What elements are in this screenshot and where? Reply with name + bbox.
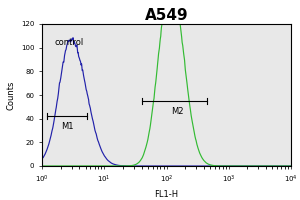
- Title: A549: A549: [145, 8, 188, 23]
- Text: M2: M2: [171, 107, 184, 116]
- Text: control: control: [55, 38, 84, 47]
- Text: M1: M1: [61, 122, 73, 131]
- X-axis label: FL1-H: FL1-H: [154, 190, 178, 199]
- Y-axis label: Counts: Counts: [6, 80, 15, 110]
